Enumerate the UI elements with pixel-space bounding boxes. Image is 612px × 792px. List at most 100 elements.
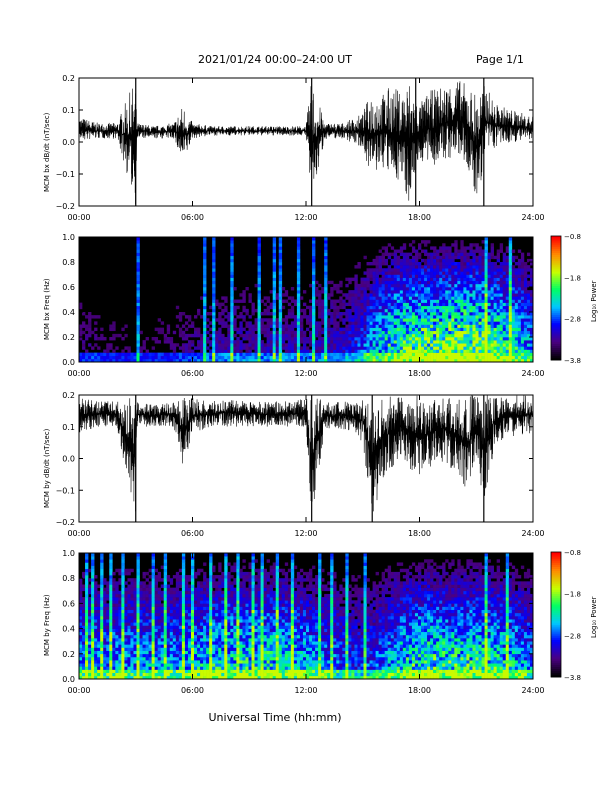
bx-freq-cell — [321, 318, 325, 322]
bx-freq-cell — [190, 352, 195, 357]
bx-freq-cell — [236, 349, 240, 353]
by-freq-cell — [142, 593, 146, 598]
bx-freq-cell — [230, 302, 234, 307]
bx-freq-cell — [212, 327, 216, 332]
by-freq-cell — [106, 647, 110, 651]
by-freq-cell — [106, 616, 110, 620]
bx-freq-cell — [203, 243, 207, 247]
bx-freq-cell — [333, 330, 337, 335]
bx-freq-cell — [203, 258, 207, 263]
bx-freq-cell — [221, 324, 225, 328]
bx-freq-cell — [327, 308, 331, 313]
by-freq-cell — [109, 631, 113, 636]
by-freq-cell — [115, 593, 119, 598]
by-freq-cell — [121, 571, 125, 576]
by-freq-cell — [151, 669, 155, 673]
bx-freq-cell — [318, 299, 322, 303]
by-freq-cell — [127, 606, 131, 610]
by-freq-cell — [184, 587, 189, 592]
bx-freq-cell — [197, 355, 201, 360]
bx-freq-cell — [172, 343, 177, 347]
bx-dbdt-xtick-label: 24:00 — [521, 213, 544, 222]
by-freq-cell — [103, 660, 107, 664]
by-freq-cell — [127, 619, 131, 623]
by-freq-cell — [197, 606, 201, 610]
bx-freq-cell — [197, 308, 201, 313]
bx-freq-cell — [248, 299, 252, 303]
by-freq-cell — [133, 656, 137, 661]
bx-freq-cell — [139, 346, 143, 350]
by-freq-cell — [136, 647, 140, 651]
bx-freq-cell — [233, 308, 237, 313]
by-freq-cell — [85, 584, 89, 588]
by-freq-cell — [148, 650, 152, 655]
by-freq-cell — [200, 666, 204, 670]
bx-freq-cell — [212, 346, 216, 350]
by-freq-cell — [184, 619, 189, 623]
bx-freq-cell — [363, 346, 367, 350]
bx-freq-cell — [290, 305, 295, 310]
bx-freq-cell — [287, 349, 292, 353]
bx-freq-cell — [200, 315, 204, 319]
bx-freq-cell — [257, 355, 261, 360]
by-freq-cell — [91, 634, 95, 639]
by-freq-cell — [172, 634, 177, 639]
by-freq-cell — [166, 622, 171, 626]
bx-freq-cell — [360, 305, 364, 310]
by-freq-cell — [109, 644, 113, 648]
bx-freq-cell — [190, 349, 195, 353]
by-freq-cell — [130, 641, 134, 645]
bx-freq-cell — [360, 302, 364, 307]
by-freq-cell — [169, 634, 174, 639]
bx-freq-cell — [218, 327, 222, 332]
bx-freq-cell — [227, 349, 231, 353]
bx-freq-cell — [266, 346, 270, 350]
by-freq-cell — [178, 660, 183, 664]
bx-freq-cell — [360, 346, 364, 350]
by-freq-cell — [94, 575, 98, 579]
by-freq-cell — [130, 597, 134, 601]
by-freq-cell — [157, 641, 162, 645]
by-freq-cell — [197, 669, 201, 673]
by-freq-cell — [124, 600, 128, 604]
by-freq-cell — [200, 672, 204, 677]
by-freq-cell — [197, 603, 201, 607]
bx-freq-cell — [354, 333, 358, 338]
bx-freq-cell — [266, 312, 270, 316]
by-freq-cell — [139, 669, 143, 673]
by-freq-cell — [100, 641, 104, 645]
bx-freq-cell — [336, 358, 340, 363]
bx-freq-cell — [197, 327, 201, 332]
by-freq-cell — [172, 656, 177, 661]
bx-dbdt-ytick-label: 0.0 — [62, 138, 75, 147]
bx-freq-cell — [315, 330, 319, 335]
by-freq-cell — [112, 584, 116, 588]
by-freq-cell — [88, 612, 92, 617]
bx-freq-cell — [85, 358, 89, 363]
bx-freq-cell — [142, 352, 146, 357]
by-freq-cell — [181, 666, 186, 670]
bx-freq-cell — [242, 333, 246, 338]
by-freq-cell — [82, 612, 86, 617]
by-freq-cell — [100, 660, 104, 664]
bx-freq-cell — [342, 337, 346, 341]
by-freq-cell — [148, 606, 152, 610]
by-freq-cell — [172, 650, 177, 655]
bx-freq-cell — [324, 318, 328, 322]
bx-freq-cell — [142, 358, 146, 363]
bx-freq-cell — [281, 305, 286, 310]
bx-freq-cell — [109, 352, 113, 357]
by-freq-cell — [181, 653, 186, 658]
bx-freq-cell — [157, 352, 162, 357]
by-freq-cell — [100, 616, 104, 620]
by-freq-cell — [106, 663, 110, 667]
by-freq-cell — [136, 587, 140, 592]
bx-freq-cell — [324, 355, 328, 360]
bx-freq-cell — [136, 265, 140, 269]
by-freq-cell — [163, 625, 168, 629]
by-freq-cell — [142, 616, 146, 620]
bx-freq-cell — [302, 340, 307, 344]
by-freq-cell — [136, 584, 140, 588]
bx-freq-cell — [324, 296, 328, 300]
by-freq-cell — [194, 606, 198, 610]
